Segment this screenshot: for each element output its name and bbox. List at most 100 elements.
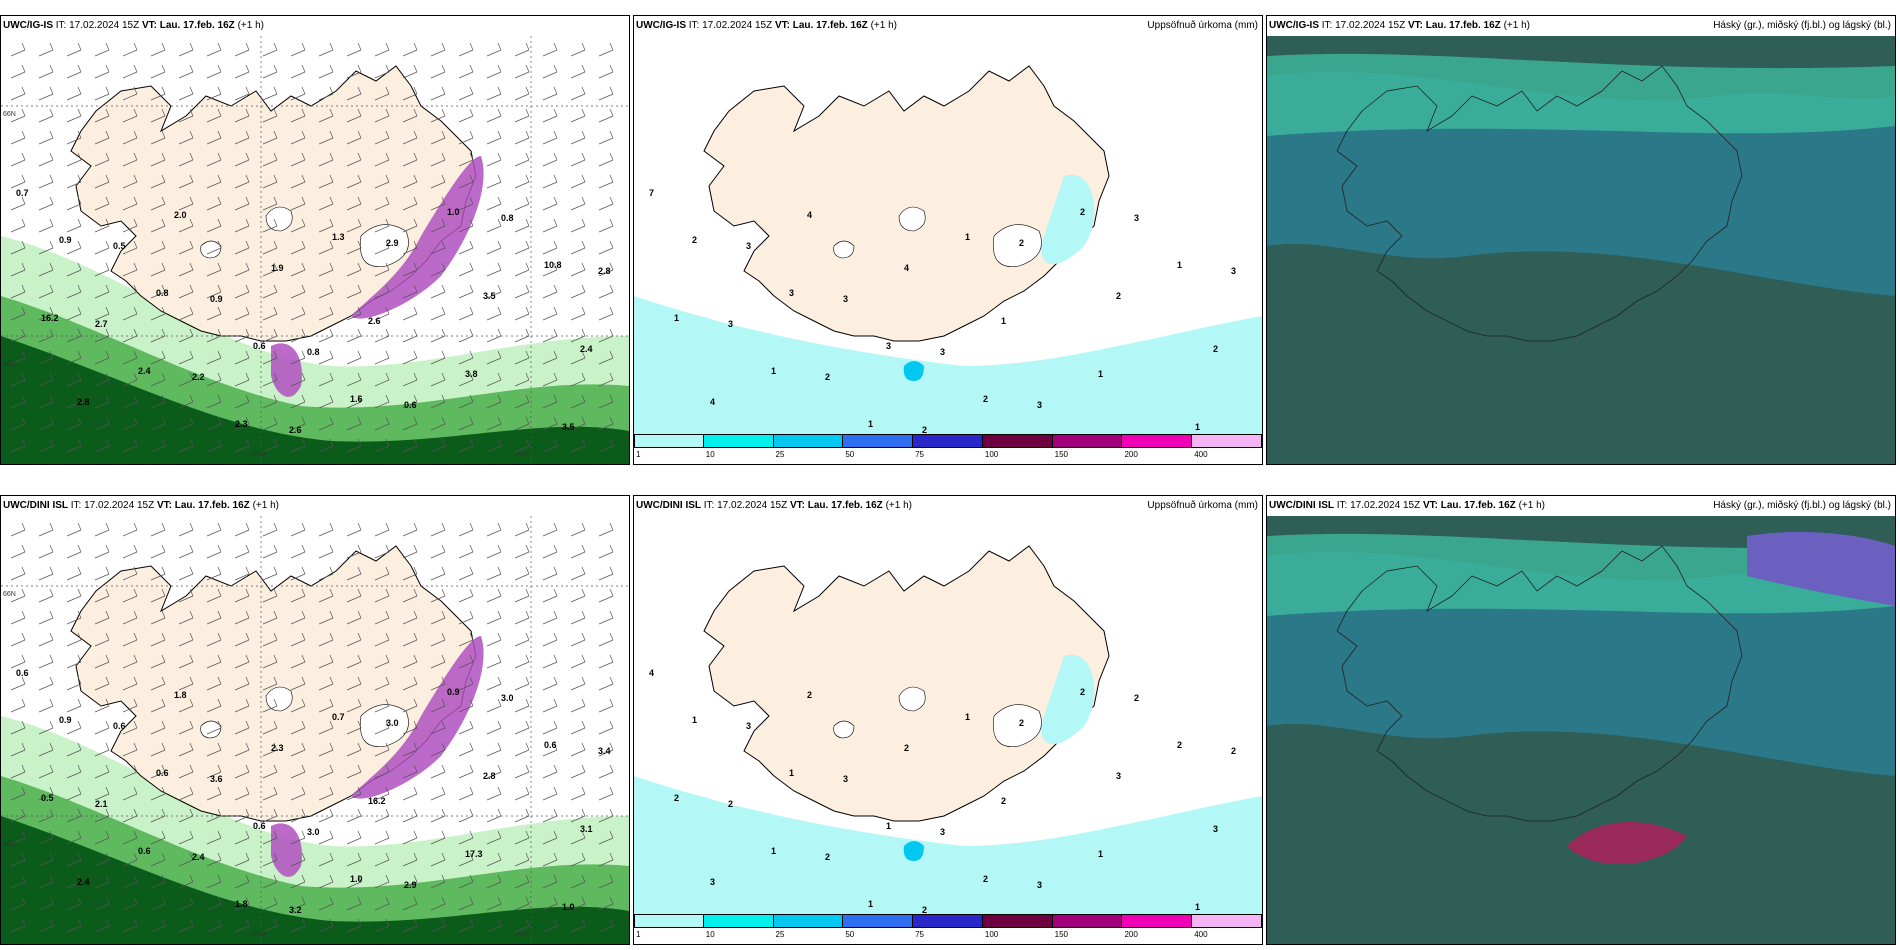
wind-barb <box>570 544 586 559</box>
wind-barb <box>514 896 530 911</box>
wind-barb <box>458 742 474 757</box>
wind-barb <box>346 764 362 779</box>
grid-label: 20W <box>251 451 266 458</box>
wind-barb <box>290 918 306 933</box>
wind-barb <box>94 522 110 537</box>
wind-barb <box>542 372 558 387</box>
wind-barb <box>486 874 502 889</box>
wind-barb <box>38 196 54 211</box>
wind-barb <box>430 566 446 581</box>
wind-barb <box>318 698 334 713</box>
value-label: 2 <box>1019 238 1024 248</box>
wind-barb <box>430 698 446 713</box>
wind-barb <box>234 676 250 691</box>
wind-barb <box>150 566 166 581</box>
wind-barb <box>38 566 54 581</box>
wind-barb <box>38 918 54 933</box>
wind-barb <box>458 130 474 145</box>
wind-barb <box>38 522 54 537</box>
wind-barb <box>178 852 194 867</box>
value-label: 2 <box>1080 687 1085 697</box>
value-label: 0.6 <box>138 846 151 856</box>
wind-barb <box>542 632 558 647</box>
value-label: 0.5 <box>113 241 126 251</box>
value-label: 2.4 <box>580 344 593 354</box>
wind-barb <box>570 830 586 845</box>
colorbar-tick: 200 <box>1124 450 1138 459</box>
wind-barb <box>10 874 26 889</box>
value-label: 3 <box>843 294 848 304</box>
colorbar-tick: 1 <box>636 930 641 939</box>
grid-label: 66N <box>3 591 16 598</box>
wind-barb <box>542 654 558 669</box>
wind-barb <box>570 874 586 889</box>
panel-title: Háský (gr.), miðský (fj.bl.) og lágský (… <box>1713 20 1891 31</box>
wind-barb <box>598 566 614 581</box>
wind-barb <box>570 676 586 691</box>
value-label: 2.4 <box>192 852 205 862</box>
wind-barb <box>570 698 586 713</box>
wind-barb <box>542 698 558 713</box>
wind-barb <box>122 86 138 101</box>
value-label: 3.0 <box>307 827 320 837</box>
wind-barb <box>514 588 530 603</box>
wind-barb <box>374 742 390 757</box>
wind-barb <box>570 720 586 735</box>
wind-barb <box>402 394 418 409</box>
wind-barb <box>458 372 474 387</box>
wind-barb <box>598 372 614 387</box>
wind-barb <box>402 262 418 277</box>
value-label: 1.9 <box>271 263 284 273</box>
wind-barb <box>402 676 418 691</box>
wind-barb <box>458 438 474 453</box>
wind-barb <box>234 852 250 867</box>
colorbar-tick: 50 <box>845 450 855 459</box>
wind-barb <box>38 588 54 603</box>
wind-barb <box>178 588 194 603</box>
wind-barb <box>290 522 306 537</box>
colorbar-swatch <box>773 914 844 928</box>
wind-barb <box>486 698 502 713</box>
wind-barb <box>570 306 586 321</box>
wind-barb <box>178 654 194 669</box>
cloud-high <box>1267 533 1895 616</box>
wind-barb <box>402 786 418 801</box>
value-label: 3.2 <box>289 905 302 915</box>
wind-barb <box>570 918 586 933</box>
wind-barb <box>374 654 390 669</box>
value-label: 17.3 <box>465 849 483 859</box>
panel-precip-wind-igis: UWC/IG-IS IT: 17.02.2024 15Z VT: Lau. 17… <box>0 15 630 465</box>
wind-barb <box>542 918 558 933</box>
colorbar: 1 10 25 50 75 100 150 200 400 <box>634 434 1262 464</box>
wind-barb <box>206 130 222 145</box>
wind-barb <box>150 174 166 189</box>
wind-barb <box>290 720 306 735</box>
panel-title: Háský (gr.), miðský (fj.bl.) og lágský (… <box>1713 500 1891 511</box>
wind-barb <box>514 174 530 189</box>
wind-barb <box>318 306 334 321</box>
wind-barb <box>94 896 110 911</box>
precip-area-heavy <box>351 636 484 799</box>
wind-barb <box>430 152 446 167</box>
value-label: 2 <box>825 372 830 382</box>
wind-barb <box>318 654 334 669</box>
wind-barb <box>458 108 474 123</box>
wind-barb <box>570 522 586 537</box>
wind-barb <box>10 306 26 321</box>
wind-barb <box>402 896 418 911</box>
wind-barb <box>262 588 278 603</box>
wind-barb <box>234 108 250 123</box>
wind-barb <box>598 654 614 669</box>
wind-barb <box>570 588 586 603</box>
wind-barb <box>206 522 222 537</box>
value-label: 3 <box>789 288 794 298</box>
wind-barb <box>486 588 502 603</box>
wind-barb <box>150 632 166 647</box>
wind-barb <box>206 64 222 79</box>
wind-barb <box>570 416 586 431</box>
colorbar-swatch <box>1052 434 1123 448</box>
wind-barb <box>570 218 586 233</box>
wind-barb <box>262 698 278 713</box>
panel-precip-wind-dini: UWC/DINI ISL IT: 17.02.2024 15Z VT: Lau.… <box>0 495 630 945</box>
wind-barb <box>458 918 474 933</box>
